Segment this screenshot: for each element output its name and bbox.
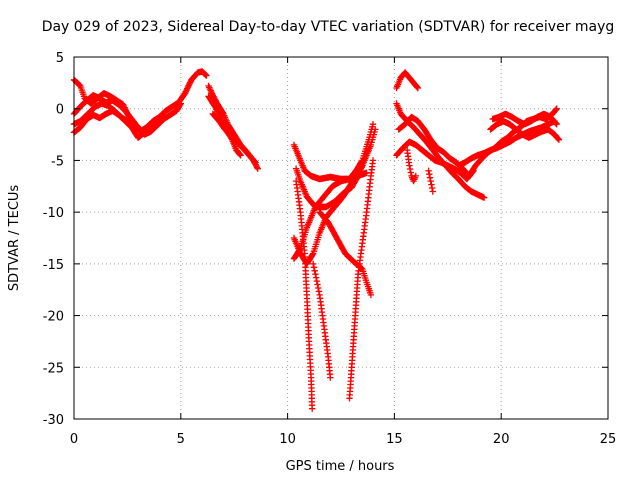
data-point bbox=[553, 121, 560, 128]
x-tick-label: 5 bbox=[177, 432, 185, 447]
series-t1 bbox=[70, 68, 210, 135]
data-point bbox=[369, 121, 377, 128]
x-tick-label: 10 bbox=[279, 432, 296, 447]
data-point bbox=[177, 100, 184, 107]
series-t6 bbox=[205, 93, 244, 159]
data-point bbox=[480, 194, 488, 201]
data-point bbox=[367, 291, 375, 299]
data-point bbox=[315, 288, 323, 295]
data-point bbox=[414, 84, 421, 91]
axis-ticks: 0 5 10 15 20 25 5 0 -5 -10 -15 -20 -25 -30 bbox=[43, 51, 617, 447]
data-point bbox=[212, 104, 219, 112]
data-point bbox=[202, 71, 209, 79]
y-tick-label: -30 bbox=[43, 413, 64, 428]
series-t4 bbox=[70, 100, 144, 133]
data-point bbox=[313, 277, 320, 285]
data-point bbox=[253, 162, 260, 170]
data-point bbox=[252, 159, 259, 166]
data-point bbox=[213, 106, 220, 113]
data-point bbox=[237, 152, 244, 159]
data-point bbox=[406, 165, 414, 173]
data-point bbox=[369, 157, 377, 164]
data-point bbox=[555, 135, 562, 143]
y-tick-label: -20 bbox=[43, 310, 64, 325]
series-t12 bbox=[292, 177, 316, 412]
data-point bbox=[428, 181, 435, 188]
data-point bbox=[309, 251, 316, 258]
data-point bbox=[251, 158, 258, 165]
data-point bbox=[425, 167, 432, 174]
data-point bbox=[406, 162, 413, 169]
plot-frame bbox=[73, 56, 609, 420]
data-point bbox=[176, 101, 184, 108]
series-t7 bbox=[209, 110, 259, 166]
data-point bbox=[236, 151, 244, 158]
series-t24 bbox=[489, 110, 560, 128]
data-point bbox=[427, 177, 434, 185]
data-point bbox=[312, 271, 319, 278]
data-point bbox=[314, 281, 321, 288]
y-tick-label: -25 bbox=[43, 361, 64, 376]
data-point bbox=[552, 120, 560, 127]
series-t20 bbox=[404, 146, 419, 185]
y-tick-label: 5 bbox=[56, 51, 64, 66]
data-point bbox=[253, 164, 261, 171]
data-point bbox=[414, 84, 422, 92]
x-axis-label: GPS time / hours bbox=[286, 459, 395, 474]
data-point bbox=[201, 71, 209, 78]
series-t14 bbox=[316, 208, 375, 299]
data-point bbox=[372, 126, 379, 133]
data-point bbox=[555, 136, 563, 143]
data-point bbox=[211, 103, 219, 110]
data-point bbox=[426, 171, 433, 178]
data-point bbox=[160, 115, 167, 123]
data-point bbox=[311, 267, 318, 274]
series-t15 bbox=[346, 157, 377, 402]
data-marks bbox=[70, 68, 563, 412]
y-tick-label: -5 bbox=[51, 154, 64, 169]
chart-title: Day 029 of 2023, Sidereal Day-to-day VTE… bbox=[42, 19, 615, 35]
series-t13 bbox=[310, 260, 334, 381]
y-tick-label: 0 bbox=[56, 103, 64, 118]
series-t23 bbox=[487, 117, 563, 143]
data-point bbox=[137, 126, 144, 133]
data-point bbox=[203, 72, 210, 79]
series-t18 bbox=[393, 138, 477, 183]
series-t21 bbox=[425, 167, 436, 195]
data-point bbox=[310, 264, 318, 271]
data-point bbox=[429, 188, 436, 195]
y-tick-label: -15 bbox=[43, 258, 64, 273]
x-tick-label: 20 bbox=[493, 432, 510, 447]
x-tick-label: 25 bbox=[600, 432, 617, 447]
data-point bbox=[309, 405, 316, 412]
data-point bbox=[75, 81, 83, 88]
grid bbox=[74, 57, 608, 419]
y-tick-label: -10 bbox=[43, 206, 64, 221]
data-point bbox=[312, 274, 320, 281]
data-point bbox=[315, 284, 322, 292]
data-point bbox=[407, 169, 414, 176]
data-point bbox=[310, 260, 317, 268]
data-point bbox=[358, 163, 365, 170]
y-axis-label: SDTVAR / TECUs bbox=[7, 185, 22, 292]
data-point bbox=[412, 172, 419, 180]
data-point bbox=[426, 174, 434, 181]
data-point bbox=[359, 162, 366, 169]
x-tick-label: 15 bbox=[386, 432, 403, 447]
data-point bbox=[254, 165, 261, 172]
data-point bbox=[553, 105, 560, 112]
data-point bbox=[428, 184, 436, 192]
data-point bbox=[552, 106, 560, 113]
series-t11 bbox=[290, 169, 370, 262]
data-point bbox=[327, 374, 334, 381]
x-tick-label: 0 bbox=[70, 432, 78, 447]
series-t16 bbox=[393, 69, 422, 92]
